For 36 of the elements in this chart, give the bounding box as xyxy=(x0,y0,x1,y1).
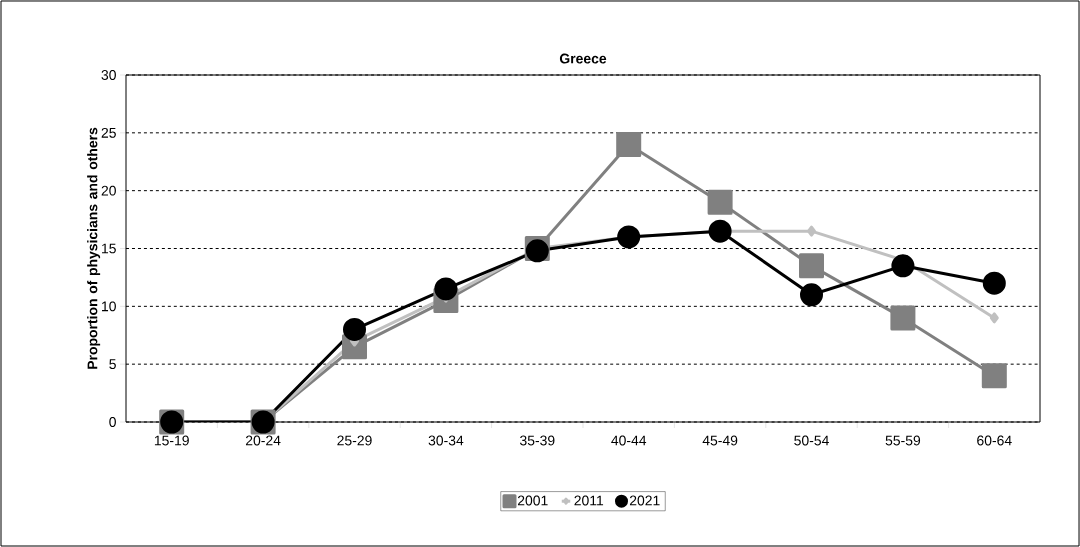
y-tick-label: 15 xyxy=(102,243,116,254)
point xyxy=(981,363,1007,389)
y-tick-label: 25 xyxy=(101,127,116,138)
x-tick-label: 15-19 xyxy=(154,435,189,446)
point xyxy=(617,225,641,249)
legend-label: 2001 xyxy=(517,495,548,506)
x-tick-label: 55-59 xyxy=(885,435,921,446)
x-tick-label: 45-49 xyxy=(702,435,738,446)
legend-label: 2021 xyxy=(629,495,660,506)
y-tick-label: 5 xyxy=(109,359,116,370)
chart-title: Greece xyxy=(559,53,607,64)
point xyxy=(807,225,816,237)
y-tick-label: 0 xyxy=(109,417,116,427)
x-tick-label: 50-54 xyxy=(794,435,829,446)
x-tick-label: 40-44 xyxy=(611,435,647,446)
x-tick-label: 30-34 xyxy=(428,435,464,446)
point xyxy=(799,253,824,279)
y-tick-label: 20 xyxy=(101,185,116,196)
legend-label: 2011 xyxy=(574,495,604,506)
y-tick-label: 10 xyxy=(102,301,116,312)
point xyxy=(434,277,458,301)
point xyxy=(891,254,915,278)
point xyxy=(708,219,732,243)
x-tick-label: 20-24 xyxy=(245,435,281,446)
point xyxy=(890,305,916,331)
y-tick-label: 30 xyxy=(101,70,116,80)
point xyxy=(989,312,999,324)
point xyxy=(343,317,366,341)
point xyxy=(800,283,823,307)
point xyxy=(982,271,1006,295)
x-tick-label: 25-29 xyxy=(337,435,372,446)
point xyxy=(707,189,733,215)
y-axis-title: Proportion of physicians and others xyxy=(87,127,101,369)
x-tick-label: 60-64 xyxy=(977,435,1012,446)
point xyxy=(616,131,642,157)
x-tick-label: 35-39 xyxy=(520,435,555,446)
